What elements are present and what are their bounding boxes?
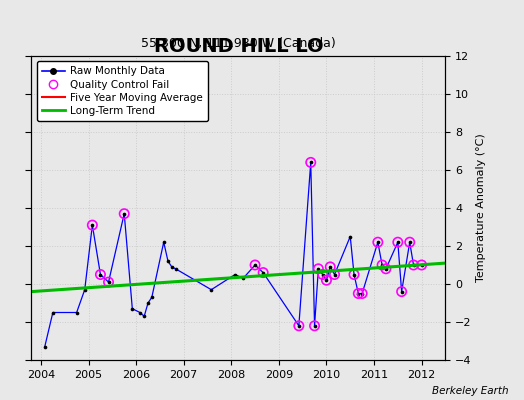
- Point: [207, 286, 215, 293]
- Point: [120, 210, 128, 217]
- Point: [354, 290, 363, 297]
- Point: [394, 239, 402, 245]
- Point: [354, 290, 363, 297]
- Point: [326, 264, 334, 270]
- Point: [319, 271, 327, 278]
- Point: [136, 309, 144, 316]
- Point: [381, 266, 390, 272]
- Point: [406, 239, 414, 245]
- Point: [120, 210, 128, 217]
- Point: [72, 309, 81, 316]
- Point: [88, 222, 96, 228]
- Point: [251, 262, 259, 268]
- Point: [96, 271, 105, 278]
- Point: [409, 262, 418, 268]
- Point: [310, 322, 319, 329]
- Point: [88, 222, 96, 228]
- Point: [171, 266, 180, 272]
- Point: [378, 262, 386, 268]
- Point: [374, 239, 382, 245]
- Text: 55.300 N, 111.980 W (Canada): 55.300 N, 111.980 W (Canada): [141, 37, 336, 50]
- Point: [406, 239, 414, 245]
- Point: [330, 271, 339, 278]
- Point: [168, 264, 176, 270]
- Point: [104, 279, 113, 285]
- Point: [294, 322, 303, 329]
- Point: [374, 239, 382, 245]
- Point: [259, 270, 267, 276]
- Y-axis label: Temperature Anomaly (°C): Temperature Anomaly (°C): [476, 134, 486, 282]
- Point: [326, 264, 334, 270]
- Point: [314, 266, 323, 272]
- Point: [378, 262, 386, 268]
- Point: [251, 262, 259, 268]
- Legend: Raw Monthly Data, Quality Control Fail, Five Year Moving Average, Long-Term Tren: Raw Monthly Data, Quality Control Fail, …: [37, 61, 208, 121]
- Point: [81, 286, 89, 293]
- Point: [128, 306, 137, 312]
- Point: [148, 294, 156, 300]
- Point: [322, 277, 331, 283]
- Point: [346, 233, 354, 240]
- Point: [310, 322, 319, 329]
- Point: [159, 239, 168, 245]
- Point: [397, 288, 406, 295]
- Point: [322, 277, 331, 283]
- Point: [49, 309, 57, 316]
- Point: [259, 270, 267, 276]
- Point: [40, 344, 49, 350]
- Point: [140, 313, 148, 320]
- Point: [397, 288, 406, 295]
- Point: [350, 271, 358, 278]
- Point: [358, 290, 366, 297]
- Point: [418, 262, 426, 268]
- Point: [314, 266, 323, 272]
- Title: ROUND HILL LO: ROUND HILL LO: [154, 37, 323, 56]
- Point: [294, 322, 303, 329]
- Text: Berkeley Earth: Berkeley Earth: [432, 386, 508, 396]
- Point: [231, 271, 239, 278]
- Point: [418, 262, 426, 268]
- Point: [104, 279, 113, 285]
- Point: [164, 258, 172, 264]
- Point: [144, 300, 152, 306]
- Point: [307, 159, 315, 166]
- Point: [330, 271, 339, 278]
- Point: [96, 271, 105, 278]
- Point: [350, 271, 358, 278]
- Point: [319, 271, 327, 278]
- Point: [358, 290, 366, 297]
- Point: [394, 239, 402, 245]
- Point: [307, 159, 315, 166]
- Point: [381, 266, 390, 272]
- Point: [409, 262, 418, 268]
- Point: [239, 275, 247, 282]
